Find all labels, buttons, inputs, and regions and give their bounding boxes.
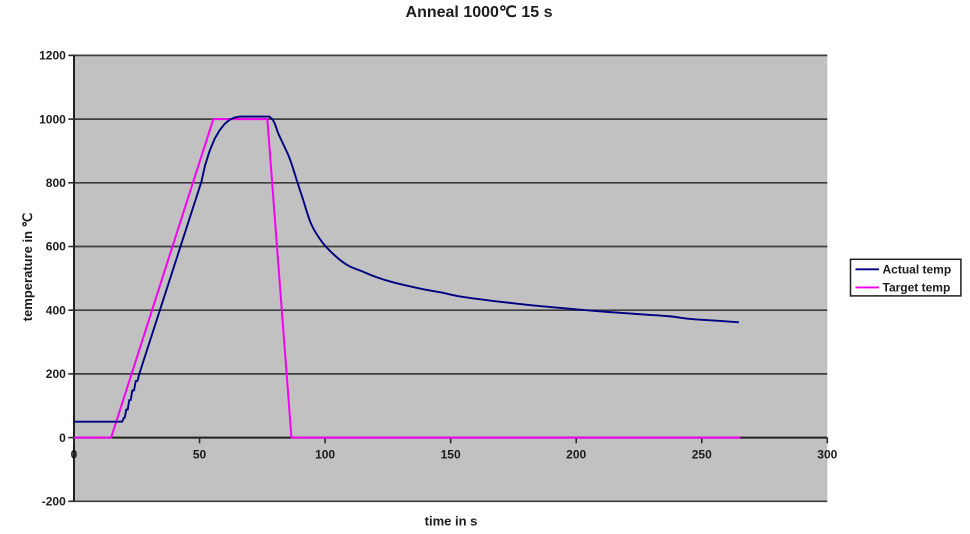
svg-text:250: 250: [692, 448, 712, 462]
svg-text:1000: 1000: [39, 112, 66, 126]
svg-text:Actual temp: Actual temp: [883, 262, 952, 276]
svg-text:50: 50: [193, 448, 207, 462]
svg-text:100: 100: [315, 448, 335, 462]
svg-text:200: 200: [566, 448, 586, 462]
svg-text:Anneal 1000℃ 15 s: Anneal 1000℃ 15 s: [406, 4, 553, 21]
svg-text:Target temp: Target temp: [883, 281, 951, 295]
svg-text:0: 0: [59, 431, 66, 445]
svg-text:-200: -200: [42, 495, 66, 509]
svg-text:time in s: time in s: [425, 514, 478, 529]
svg-text:600: 600: [46, 240, 66, 254]
svg-text:temperature in ℃: temperature in ℃: [20, 213, 35, 322]
svg-text:0: 0: [71, 448, 78, 462]
svg-text:400: 400: [46, 303, 66, 317]
svg-text:1200: 1200: [39, 49, 66, 63]
svg-text:200: 200: [46, 367, 66, 381]
svg-text:800: 800: [46, 176, 66, 190]
svg-text:300: 300: [817, 448, 837, 462]
svg-text:150: 150: [441, 448, 461, 462]
